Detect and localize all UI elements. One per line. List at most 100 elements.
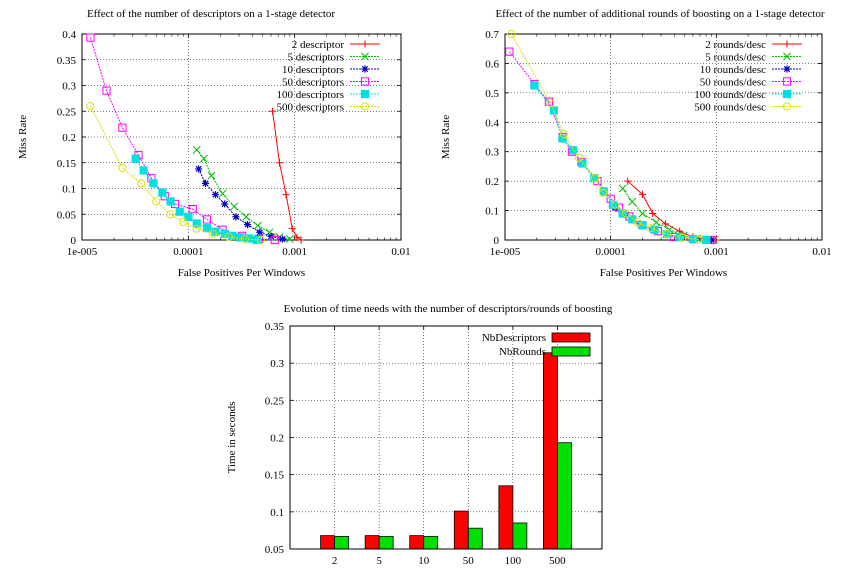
data-point xyxy=(293,233,301,242)
data-point xyxy=(297,236,305,244)
legend-label: 50 descriptors xyxy=(282,77,344,89)
legend-marker xyxy=(360,77,370,86)
data-point xyxy=(175,207,184,216)
data-point xyxy=(530,81,539,90)
legend-label: 500 rounds/desc xyxy=(694,102,766,114)
bar-nbrounds xyxy=(512,522,528,550)
data-point xyxy=(188,205,197,214)
data-point xyxy=(662,230,671,239)
data-point xyxy=(236,233,245,242)
x-tick-label: 100 xyxy=(505,555,522,567)
y-axis-label: Time in seconds xyxy=(226,402,238,474)
legend-label: 10 descriptors xyxy=(282,64,344,76)
y-tick-label: 0.3 xyxy=(270,358,284,370)
data-point xyxy=(638,209,647,218)
chart-title: Evolution of time needs with the number … xyxy=(284,303,613,315)
data-point xyxy=(285,235,294,243)
data-point xyxy=(166,197,175,206)
legend-label: NbRounds xyxy=(499,346,546,358)
y-tick-label: 0.05 xyxy=(265,544,285,556)
boosting-rounds-line-chart: Effect of the number of additional round… xyxy=(440,8,832,279)
data-point xyxy=(240,234,249,244)
x-tick-label: 1e-005 xyxy=(67,246,98,258)
x-tick-label: 0.01 xyxy=(812,246,831,258)
chart-title: Effect of the number of descriptors on a… xyxy=(87,8,335,20)
data-point xyxy=(137,179,146,188)
legend-label: 5 rounds/desc xyxy=(705,52,766,64)
y-tick-label: 0.25 xyxy=(57,106,77,118)
data-point xyxy=(282,191,290,199)
legend-marker xyxy=(782,89,792,99)
data-point xyxy=(599,188,608,198)
data-point xyxy=(610,200,620,209)
data-point xyxy=(192,224,201,233)
x-tick-label: 10 xyxy=(418,555,430,567)
data-point xyxy=(179,217,188,227)
data-point xyxy=(638,190,647,198)
x-tick-label: 1e-005 xyxy=(490,246,521,258)
y-tick-label: 0.1 xyxy=(270,507,284,519)
series-5 xyxy=(131,154,261,245)
data-point xyxy=(649,209,657,218)
legend-marker xyxy=(361,52,369,61)
legend-swatch xyxy=(551,332,591,343)
data-point xyxy=(158,188,167,197)
data-point xyxy=(199,154,208,163)
x-tick-label: 0.0001 xyxy=(596,246,626,258)
series-6 xyxy=(86,102,265,245)
legend-label: 500 descriptors xyxy=(276,102,344,114)
data-point xyxy=(218,189,227,198)
data-point xyxy=(701,235,711,245)
series-2 xyxy=(192,145,294,243)
data-point xyxy=(118,123,127,132)
y-tick-label: 0.4 xyxy=(62,29,76,41)
data-point xyxy=(184,212,193,221)
data-point xyxy=(268,107,277,115)
data-point xyxy=(86,33,95,42)
bar-nbdescriptors xyxy=(409,535,425,550)
data-point xyxy=(618,184,627,193)
chart-title: Effect of the number of additional round… xyxy=(495,8,824,20)
data-point xyxy=(622,209,631,218)
data-point xyxy=(275,159,284,167)
bar-nbrounds xyxy=(557,442,572,550)
data-point xyxy=(278,235,287,243)
data-point xyxy=(544,97,553,106)
x-tick-label: 500 xyxy=(549,555,566,567)
bar-nbdescriptors xyxy=(320,535,335,550)
descriptors-line-chart: Effect of the number of descriptors on a… xyxy=(17,8,411,279)
y-tick-label: 0.15 xyxy=(265,470,285,482)
x-tick-label: 0.01 xyxy=(391,246,410,258)
data-point xyxy=(628,197,637,206)
series-line xyxy=(510,33,699,240)
x-tick-label: 0.001 xyxy=(704,246,729,258)
legend-marker xyxy=(361,40,369,48)
data-point xyxy=(243,220,252,229)
y-tick-label: 0.3 xyxy=(62,81,76,93)
legend-label: 2 descriptor xyxy=(292,39,345,51)
x-tick-label: 0.001 xyxy=(282,246,307,258)
data-point xyxy=(253,221,262,230)
data-point xyxy=(139,166,148,175)
legend-marker xyxy=(361,65,369,73)
series-line xyxy=(196,149,290,240)
data-point xyxy=(195,165,203,173)
data-point xyxy=(232,213,240,221)
y-tick-label: 0.15 xyxy=(57,158,77,170)
legend-marker xyxy=(783,65,791,73)
data-point xyxy=(192,145,201,154)
bar-nbdescriptors xyxy=(453,510,469,550)
x-axis-label: False Positives Per Windows xyxy=(600,267,727,279)
x-tick-label: 5 xyxy=(376,555,382,567)
data-point xyxy=(256,228,264,236)
data-point xyxy=(202,215,212,224)
data-point xyxy=(131,154,140,163)
series-5 xyxy=(530,81,711,245)
data-point xyxy=(102,86,111,95)
data-point xyxy=(211,191,220,199)
series-3 xyxy=(195,165,287,243)
plot-frame xyxy=(289,325,603,550)
data-point xyxy=(608,200,618,209)
data-point xyxy=(578,159,587,168)
